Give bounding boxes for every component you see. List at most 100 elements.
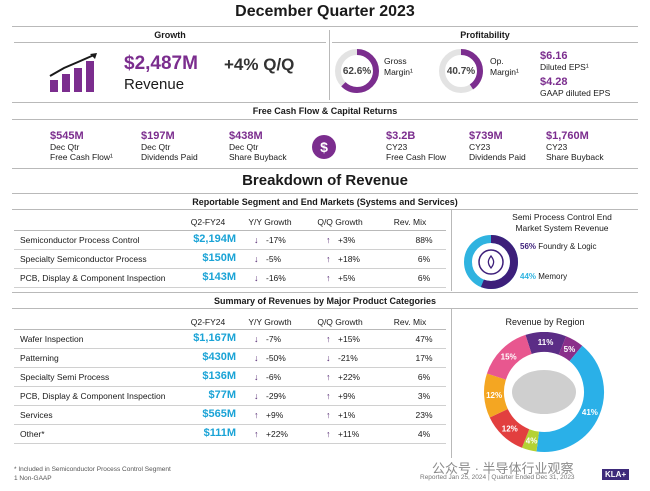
row-yy: +22% [266, 429, 288, 439]
table-row: Patterning $430M ↓ -50% ↓ -21% 17% [14, 349, 446, 368]
row-qq: +1% [338, 410, 356, 420]
breakdown-title: Breakdown of Revenue [242, 172, 408, 189]
region-slice [525, 332, 567, 355]
op-margin-ring [439, 49, 483, 93]
region-slice [558, 336, 583, 362]
region-slice-label: 12% [486, 391, 502, 400]
row-label: Patterning [20, 353, 59, 363]
region-slice [536, 345, 604, 452]
fcf-item: $1,760M CY23 Share Buyback [546, 130, 604, 162]
col-header: Q2-FY24 [190, 317, 226, 327]
arrow-up-icon: ↑ [254, 429, 259, 439]
arrow-down-icon: ↓ [326, 353, 331, 363]
row-label: Specialty Semi Process [20, 372, 110, 382]
product-heading: Summary of Revenues by Major Product Cat… [213, 296, 437, 306]
revenue-value: $2,487M [124, 53, 198, 74]
row-yy: -50% [266, 353, 286, 363]
fcf-item: $545M Dec Qtr Free Cash Flow¹ [50, 130, 113, 162]
arrow-up-icon: ↑ [326, 391, 331, 401]
row-mix: 6% [417, 254, 431, 264]
region-slice-label: 4% [526, 436, 538, 445]
svg-text:$: $ [320, 139, 328, 155]
kla-logo: KLA+ [602, 469, 630, 480]
arrow-up-icon: ↑ [326, 372, 331, 382]
arrow-down-icon: ↓ [254, 334, 259, 344]
row-label: PCB, Display & Component Inspection [20, 273, 166, 283]
col-header: Q2-FY24 [190, 217, 226, 227]
world-map-icon [512, 370, 576, 414]
row-yy: -5% [266, 254, 282, 264]
row-revenue: $565M [202, 408, 236, 420]
row-qq: +5% [338, 273, 356, 283]
arrow-up-icon: ↑ [326, 235, 331, 245]
col-header: Rev. Mix [393, 317, 427, 327]
row-yy: -17% [266, 235, 286, 245]
table-row: PCB, Display & Component Inspection $77M ↓… [14, 387, 446, 406]
region-slice-label: 11% [538, 338, 554, 347]
qq-growth: +4% Q/Q [224, 55, 295, 74]
table-row: Other* $111M ↑ +22% ↑ +11% 4% [14, 425, 446, 444]
eps-value: $6.16 [540, 50, 568, 62]
row-qq: +18% [338, 254, 360, 264]
fcf-item: $438M Dec Qtr Share Buyback [229, 130, 287, 162]
row-mix: 6% [417, 372, 431, 382]
fcf-item: $739M CY23 Dividends Paid [469, 130, 526, 162]
op-margin-label: Op. Margin¹ [490, 56, 519, 77]
arrow-down-icon: ↓ [254, 273, 259, 283]
table-row: Wafer Inspection $1,167M ↓ -7% ↑ +15% 47% [14, 330, 446, 349]
footnote-1: * Included in Semiconductor Process Cont… [14, 466, 171, 473]
row-qq: +3% [338, 235, 356, 245]
region-slice-label: 41% [582, 408, 598, 417]
col-header: Q/Q Growth [317, 217, 363, 227]
dollar-cycle-icon: $ [312, 135, 336, 159]
row-mix: 88% [415, 235, 433, 245]
col-header: Q/Q Growth [317, 317, 363, 327]
eps-label: Diluted EPS¹ [540, 62, 589, 72]
gross-margin-pct: 62.6% [342, 66, 372, 77]
region-slice-label: 15% [501, 353, 517, 362]
row-mix: 47% [415, 334, 433, 344]
table-row: Semiconductor Process Control $2,194M ↓ -17… [14, 231, 446, 250]
row-qq: +11% [338, 429, 360, 439]
region-slice-label: 12% [502, 424, 518, 433]
row-mix: 6% [417, 273, 431, 283]
row-revenue: $150M [202, 252, 236, 264]
row-label: Semiconductor Process Control [20, 235, 140, 245]
end-market-donut [464, 235, 518, 289]
profitability-heading: Profitability [460, 30, 510, 40]
growth-heading: Growth [154, 30, 186, 40]
reported-date: Reported Jan 25, 2024 | Quarter Ended De… [420, 474, 575, 481]
op-margin-pct: 40.7% [446, 66, 476, 77]
row-revenue: $136M [202, 370, 236, 382]
row-label: Services [20, 410, 53, 420]
gross-margin-ring [335, 49, 379, 93]
memory-legend: 44% Memory [520, 272, 568, 281]
row-revenue: $2,194M [193, 233, 236, 245]
end-market-title: Semi Process Control End Market System R… [512, 212, 612, 233]
row-revenue: $430M [202, 351, 236, 363]
row-qq: +9% [338, 391, 356, 401]
arrow-up-icon: ↑ [326, 254, 331, 264]
table-row: Services $565M ↑ +9% ↑ +1% 23% [14, 406, 446, 425]
table-row: Specialty Semi Process $136M ↓ -6% ↑ +22% 6% [14, 368, 446, 387]
region-donut: 11% 5% 41% 4% 12% 12% 15% [484, 332, 604, 452]
col-header: Y/Y Growth [248, 217, 292, 227]
region-title: Revenue by Region [505, 317, 585, 327]
watermark: 公众号 · 半导体行业观察 [432, 461, 574, 476]
row-revenue: $77M [208, 389, 236, 401]
foundry-logic-legend: 56% Foundry & Logic [520, 242, 597, 251]
row-label: Specialty Semiconductor Process [20, 254, 147, 264]
row-qq: +15% [338, 334, 360, 344]
table-row: PCB, Display & Component Inspection $143M… [14, 269, 446, 288]
page-title: December Quarter 2023 [235, 3, 415, 20]
gross-margin-label: Gross Margin¹ [384, 56, 413, 77]
row-yy: -6% [266, 372, 282, 382]
bar-chart-icon [49, 53, 97, 92]
fcf-heading: Free Cash Flow & Capital Returns [252, 106, 398, 116]
row-mix: 3% [417, 391, 431, 401]
row-qq: +22% [338, 372, 360, 382]
row-revenue: $111M [203, 427, 236, 439]
row-yy: +9% [266, 410, 284, 420]
footnote-2: 1 Non-GAAP [14, 475, 52, 482]
revenue-label: Revenue [124, 76, 185, 93]
